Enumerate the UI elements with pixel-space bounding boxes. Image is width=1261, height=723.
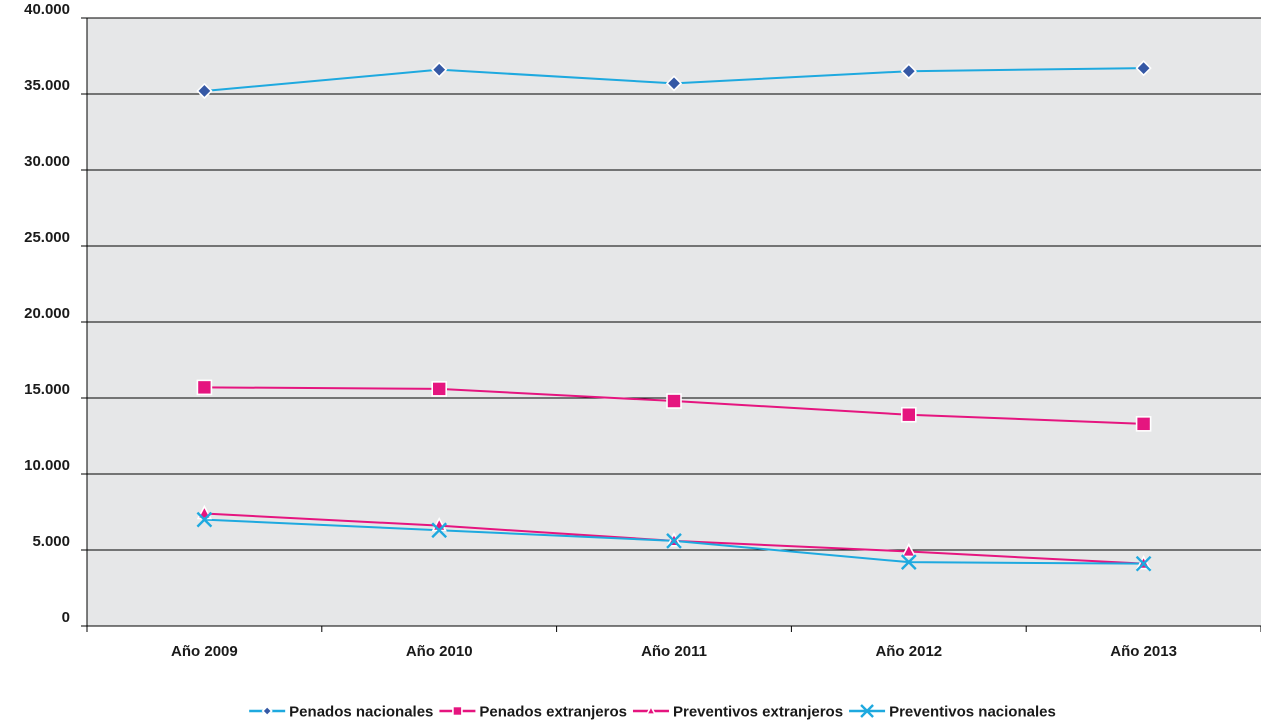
- data-point: [431, 381, 448, 397]
- legend-marker: [860, 704, 874, 718]
- data-point: [900, 63, 917, 80]
- data-point: [666, 533, 682, 549]
- legend-item: Preventivos extranjeros: [632, 704, 843, 721]
- x-tick-label: Año 2009: [171, 643, 238, 660]
- legend-label: Penados nacionales: [289, 704, 433, 721]
- y-tick-label: 10.000: [24, 457, 70, 474]
- legend-marker: [261, 705, 273, 717]
- y-tick-label: 20.000: [24, 305, 70, 322]
- x-tick-label: Año 2011: [641, 643, 707, 660]
- data-point: [196, 82, 213, 100]
- data-point: [1135, 555, 1152, 572]
- legend-item: Preventivos nacionales: [849, 704, 1056, 721]
- data-point: [431, 61, 448, 78]
- data-point: [901, 542, 917, 558]
- data-point: [900, 406, 917, 423]
- y-tick-label: 40.000: [24, 1, 70, 18]
- y-tick-label: 30.000: [24, 153, 70, 170]
- data-point: [665, 75, 683, 92]
- data-point: [900, 554, 917, 571]
- y-tick-label: 25.000: [24, 229, 70, 246]
- legend-marker: [645, 704, 657, 715]
- legend-item: Penados extranjeros: [439, 704, 627, 721]
- legend-item: Penados nacionales: [249, 704, 433, 721]
- data-point: [431, 522, 448, 539]
- data-point: [1135, 60, 1152, 77]
- legend-label: Preventivos nacionales: [889, 704, 1056, 721]
- data-point: [1135, 416, 1152, 432]
- x-tick-label: Año 2012: [875, 643, 942, 660]
- x-tick-label: Año 2010: [406, 643, 473, 660]
- x-tick-label: Año 2013: [1110, 643, 1177, 660]
- y-tick-label: 15.000: [24, 381, 70, 398]
- y-tick-label: 0: [62, 609, 70, 626]
- data-point: [196, 379, 213, 396]
- y-tick-label: 5.000: [32, 533, 70, 550]
- y-tick-label: 35.000: [24, 77, 70, 94]
- legend-label: Penados extranjeros: [479, 704, 627, 721]
- data-point: [196, 511, 213, 528]
- legend-label: Preventivos extranjeros: [673, 704, 843, 721]
- data-point: [666, 393, 682, 409]
- legend-marker: [452, 705, 463, 717]
